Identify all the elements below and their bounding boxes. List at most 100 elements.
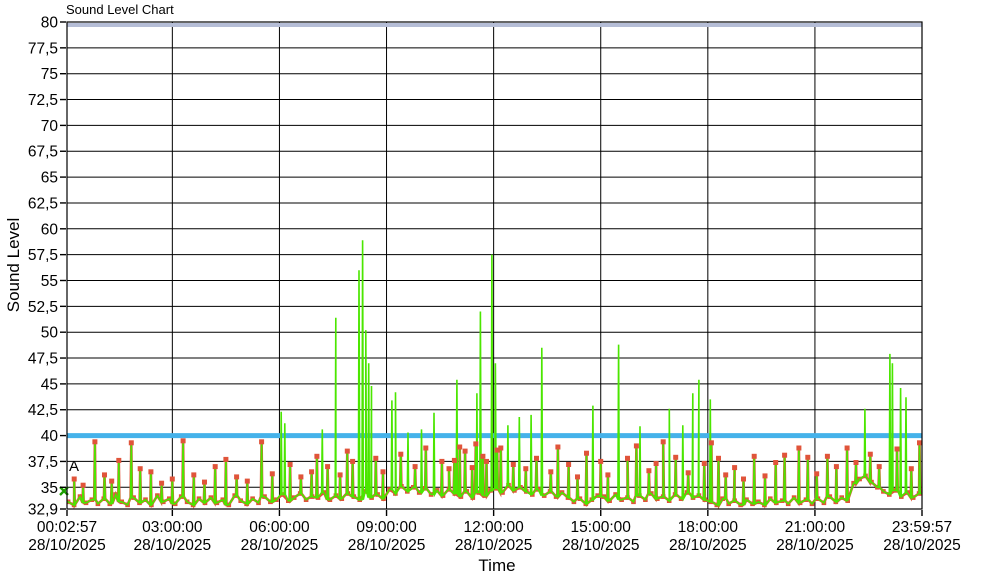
red-square-marker: [116, 457, 122, 463]
x-tick-date-label: 28/10/2025: [134, 537, 212, 554]
red-square-marker: [894, 446, 900, 452]
x-tick-time-label: 03:00:00: [142, 519, 203, 536]
x-tick-time-label: 00:02:57: [37, 519, 97, 536]
red-square-marker: [80, 482, 86, 488]
x-tick-time-label: 12:00:00: [463, 519, 524, 536]
x-tick-time-label: 06:00:00: [249, 519, 310, 536]
red-square-marker: [380, 469, 386, 475]
red-square-marker: [853, 460, 859, 465]
red-square-marker: [534, 455, 539, 461]
y-tick-label: 77,5: [28, 40, 58, 57]
red-square-marker: [159, 480, 165, 486]
x-tick-time-label: 18:00:00: [678, 519, 739, 536]
y-tick-label: 47,5: [28, 351, 58, 368]
red-square-marker: [716, 455, 721, 461]
red-square-marker: [344, 448, 350, 454]
red-square-marker: [451, 457, 457, 463]
red-square-marker: [805, 454, 811, 460]
red-square-marker: [298, 474, 304, 480]
red-square-marker: [244, 478, 250, 484]
red-square-marker: [598, 458, 604, 464]
y-tick-label: 32,9: [28, 502, 58, 519]
red-square-marker: [137, 466, 143, 472]
red-square-marker: [523, 466, 529, 472]
red-square-marker: [309, 469, 315, 475]
red-square-marker: [917, 440, 922, 446]
red-square-marker: [673, 454, 679, 460]
red-square-marker: [867, 451, 873, 457]
limit-band-80: [67, 23, 922, 27]
red-square-marker: [723, 472, 729, 478]
red-square-marker: [191, 472, 197, 478]
plot-border: [66, 21, 923, 510]
red-square-marker: [71, 476, 77, 482]
y-tick-label: 80: [41, 15, 59, 32]
red-square-marker: [653, 461, 659, 466]
y-tick-label: 70: [41, 118, 59, 135]
red-square-marker: [102, 472, 107, 478]
x-tick-time-label: 15:00:00: [571, 519, 632, 536]
y-tick-label: 52,5: [28, 299, 58, 316]
red-square-marker: [494, 447, 500, 453]
x-tick-date-label: 28/10/2025: [669, 537, 747, 554]
y-tick-label: 37,5: [28, 454, 58, 471]
red-square-marker: [908, 466, 914, 472]
red-square-marker: [751, 453, 757, 459]
red-square-marker: [646, 468, 652, 474]
x-tick-date-label: 28/10/2025: [348, 537, 426, 554]
y-tick-label: 42,5: [28, 402, 58, 419]
y-tick-label: 67,5: [28, 144, 58, 161]
red-square-marker: [469, 465, 475, 471]
red-square-marker: [824, 453, 830, 459]
x-tick-date-label: 28/10/2025: [562, 537, 640, 554]
y-tick-label: 55: [41, 273, 58, 290]
red-square-marker: [584, 450, 589, 456]
red-square-marker: [633, 443, 639, 449]
red-square-marker: [202, 479, 207, 485]
y-tick-label: 57,5: [28, 247, 58, 264]
red-square-marker: [373, 455, 379, 461]
red-square-marker: [566, 462, 572, 467]
y-tick-label: 45: [41, 376, 58, 393]
red-square-marker: [169, 476, 175, 482]
series-layer: [67, 240, 922, 510]
red-square-marker: [128, 440, 134, 446]
red-square-marker: [833, 464, 839, 470]
red-square-marker: [498, 445, 504, 451]
red-square-marker: [555, 444, 561, 450]
red-square-marker: [480, 453, 486, 459]
y-tick-label: 50: [41, 325, 59, 342]
red-square-marker: [259, 439, 265, 445]
red-square-marker: [773, 460, 779, 465]
red-square-marker: [439, 458, 445, 464]
y-tick-label: 40: [41, 428, 59, 445]
red-square-marker: [741, 476, 746, 482]
y-tick-label: 72,5: [28, 92, 58, 109]
red-square-marker: [701, 461, 707, 466]
red-square-marker: [605, 472, 611, 478]
red-square-marker: [510, 462, 516, 467]
red-square-marker: [484, 458, 489, 464]
red-square-marker: [575, 474, 580, 480]
y-tick-label: 35: [41, 480, 58, 497]
red-square-marker: [92, 439, 98, 445]
y-tick-label: 62,5: [28, 195, 58, 212]
red-square-marker: [234, 474, 240, 480]
cursor-a-label: A: [69, 458, 80, 475]
red-square-marker: [473, 441, 479, 447]
red-square-marker: [337, 472, 343, 478]
red-square-marker: [457, 444, 463, 450]
red-square-marker: [423, 445, 429, 451]
x-axis-title: Time: [478, 556, 516, 575]
red-square-marker: [412, 464, 418, 470]
red-square-marker: [287, 462, 293, 467]
x-tick-date-label: 28/10/2025: [455, 537, 533, 554]
red-square-marker: [762, 473, 768, 479]
red-square-marker: [796, 445, 802, 451]
y-tick-label: 60: [41, 221, 59, 238]
red-square-marker: [708, 440, 714, 446]
red-square-marker: [212, 464, 218, 470]
x-tick-time-label: 21:00:00: [785, 519, 846, 536]
